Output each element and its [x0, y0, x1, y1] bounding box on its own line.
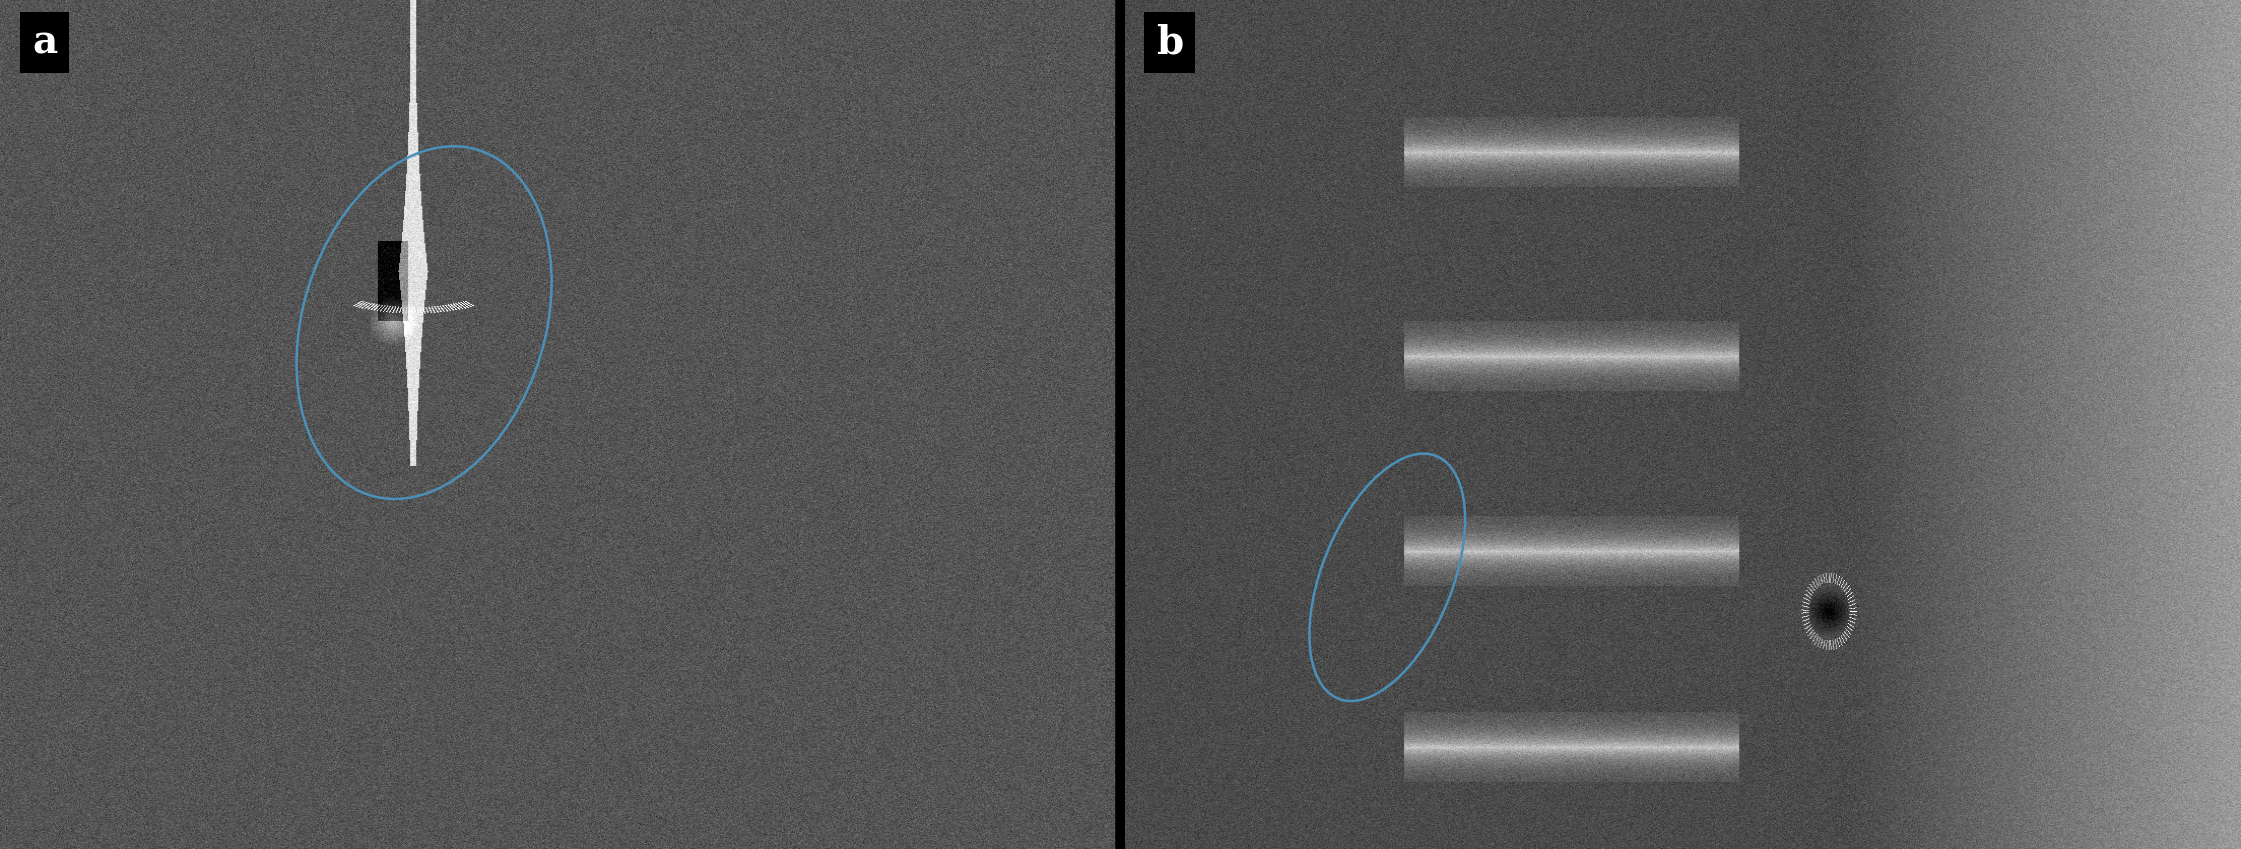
Text: b: b [1156, 24, 1183, 61]
Text: a: a [31, 24, 58, 61]
